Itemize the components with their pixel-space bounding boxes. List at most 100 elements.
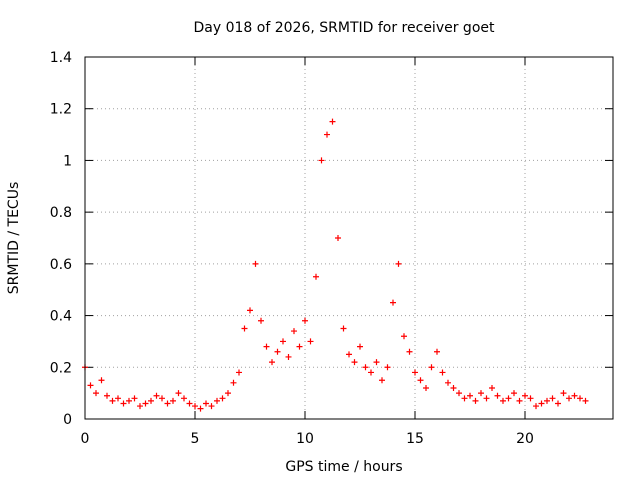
x-tick-label: 15 xyxy=(406,431,424,447)
y-tick-label: 1.4 xyxy=(50,50,72,66)
data-point xyxy=(214,397,220,404)
data-point xyxy=(236,369,242,376)
data-point xyxy=(324,131,330,138)
data-point xyxy=(582,397,589,404)
data-point xyxy=(549,395,556,402)
data-point xyxy=(384,364,391,371)
data-point xyxy=(434,348,440,355)
data-point xyxy=(346,351,352,358)
data-point xyxy=(461,395,468,402)
data-point xyxy=(153,392,160,399)
data-point xyxy=(516,397,523,404)
data-point xyxy=(126,397,132,404)
data-point xyxy=(313,273,319,280)
data-point xyxy=(181,395,187,402)
y-tick-label: 0.6 xyxy=(50,257,72,273)
data-point xyxy=(577,395,583,402)
data-point xyxy=(533,403,539,410)
data-point xyxy=(500,397,506,404)
data-point xyxy=(148,397,154,404)
data-point xyxy=(340,325,347,332)
x-axis-label: GPS time / hours xyxy=(285,459,402,475)
data-point xyxy=(307,338,314,345)
y-tick-label: 0.4 xyxy=(50,309,72,325)
data-point xyxy=(137,403,143,410)
data-point xyxy=(258,317,264,324)
data-point xyxy=(203,400,209,407)
x-tick-label: 0 xyxy=(81,431,90,447)
data-point xyxy=(368,369,374,376)
data-point xyxy=(241,325,248,332)
data-point xyxy=(219,395,226,402)
data-point xyxy=(252,260,259,267)
data-point xyxy=(472,397,479,404)
data-point xyxy=(274,348,281,355)
data-point xyxy=(560,390,567,397)
plot-frame xyxy=(84,56,614,420)
data-point xyxy=(142,400,149,407)
data-point xyxy=(318,157,325,164)
data-point xyxy=(208,403,215,410)
data-point xyxy=(423,384,429,391)
data-point xyxy=(522,392,528,399)
data-point xyxy=(538,400,545,407)
data-point xyxy=(373,359,380,366)
data-point xyxy=(98,377,105,384)
data-point xyxy=(357,343,363,350)
data-point xyxy=(87,382,94,389)
data-point xyxy=(439,369,446,376)
data-point xyxy=(505,395,512,402)
data-point xyxy=(291,328,297,335)
data-point xyxy=(351,359,358,366)
data-point xyxy=(390,299,396,306)
data-point xyxy=(571,392,578,399)
data-point xyxy=(489,384,495,391)
data-point xyxy=(93,390,99,397)
y-tick-label: 0.8 xyxy=(50,205,72,221)
data-point xyxy=(225,390,231,397)
data-point xyxy=(170,397,176,404)
x-tick-label: 10 xyxy=(296,431,314,447)
data-point xyxy=(417,377,424,384)
grid-lines xyxy=(85,57,613,419)
data-point xyxy=(467,392,473,399)
y-tick-label: 0 xyxy=(63,412,72,428)
data-point xyxy=(428,364,435,371)
data-point xyxy=(527,395,534,402)
data-point xyxy=(566,395,572,402)
data-point xyxy=(544,397,550,404)
data-point xyxy=(186,400,193,407)
x-tick-label: 20 xyxy=(516,431,534,447)
y-tick-label: 1.2 xyxy=(50,102,72,118)
data-point xyxy=(395,260,402,267)
y-tick-label: 1 xyxy=(63,153,72,169)
data-point xyxy=(104,392,110,399)
data-point xyxy=(115,395,121,402)
data-point xyxy=(401,333,407,340)
chart-title: Day 018 of 2026, SRMTID for receiver goe… xyxy=(194,20,495,36)
data-point xyxy=(230,379,237,386)
data-point xyxy=(494,392,501,399)
data-points xyxy=(82,118,589,412)
data-point xyxy=(164,400,171,407)
data-point xyxy=(478,390,484,397)
data-point xyxy=(197,405,204,412)
data-point xyxy=(511,390,517,397)
data-point xyxy=(269,359,275,366)
data-point xyxy=(159,395,165,402)
data-point xyxy=(247,307,253,314)
data-point xyxy=(109,397,116,404)
data-point xyxy=(412,369,418,376)
data-point xyxy=(335,235,341,241)
data-point xyxy=(450,384,457,391)
data-point xyxy=(263,343,270,350)
data-point xyxy=(362,364,369,371)
data-point xyxy=(379,377,385,384)
data-point xyxy=(329,118,336,125)
data-point xyxy=(120,400,127,407)
data-point xyxy=(483,395,490,402)
data-point xyxy=(456,390,462,397)
data-point xyxy=(555,400,561,407)
data-point xyxy=(296,343,303,350)
data-point xyxy=(175,390,182,397)
